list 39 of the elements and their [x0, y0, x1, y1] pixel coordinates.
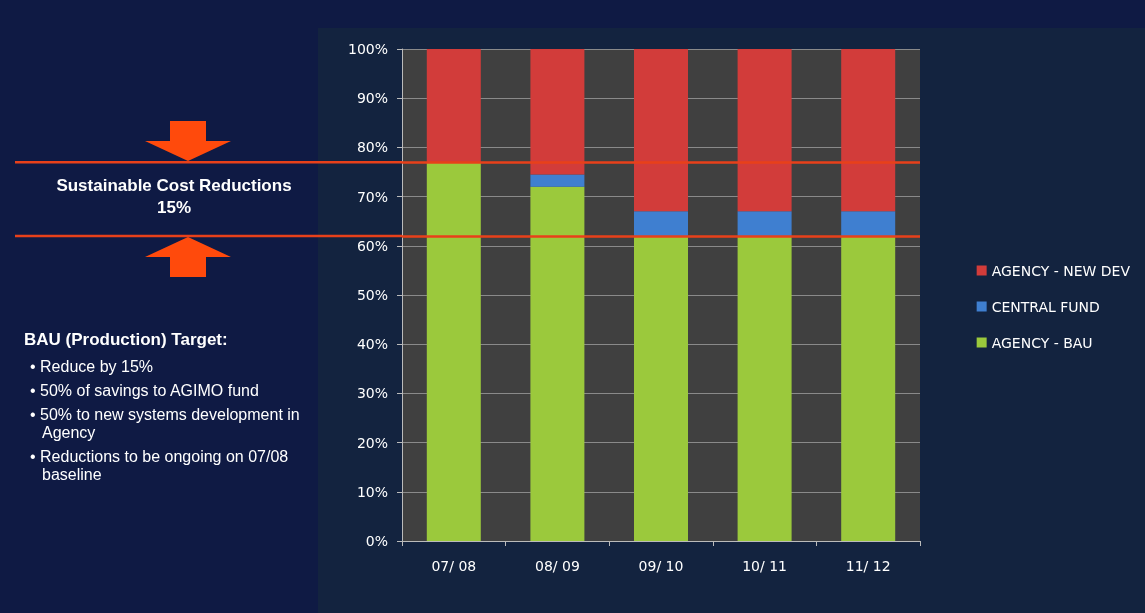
- y-tick-label: 90%: [356, 90, 388, 107]
- text: • 50% to new systems development in Agency: [30, 406, 301, 442]
- y-tick-label: 80%: [356, 139, 388, 156]
- bar: [737, 235, 792, 541]
- bar: [737, 211, 792, 236]
- x-tick-label: 09/ 10: [638, 558, 684, 574]
- bar: [634, 211, 688, 236]
- bar: [634, 49, 688, 212]
- bar: [841, 49, 896, 212]
- y-tick-label: 0%: [365, 533, 388, 549]
- bar: [634, 235, 688, 541]
- y-tick-label: 40%: [356, 336, 388, 353]
- y-tick-label: 100%: [347, 41, 388, 57]
- y-tick-label: 70%: [356, 188, 388, 205]
- x-tick-label: 07/ 08: [431, 558, 477, 574]
- legend-label: CENTRAL FUND: [991, 298, 1100, 315]
- y-tick-label: 10%: [356, 483, 388, 500]
- x-tick-label: 10/ 11: [742, 558, 787, 574]
- bar: [841, 211, 896, 236]
- text: BAU (Production) Target:: [24, 330, 229, 350]
- x-tick-label: 11/ 12: [845, 558, 891, 574]
- text: • 50% of savings to AGIMO fund: [30, 382, 260, 400]
- y-tick-label: 50%: [356, 287, 388, 303]
- legend-label: AGENCY - NEW DEV: [991, 262, 1131, 279]
- bar: [426, 49, 481, 163]
- y-tick-label: 60%: [356, 237, 388, 254]
- y-tick-label: 20%: [356, 434, 388, 451]
- bar: [737, 49, 792, 212]
- bar: [426, 162, 481, 541]
- text: • Reduce by 15%: [30, 358, 154, 376]
- text: • Reductions to be ongoing on 07/08 baseline: [30, 448, 290, 484]
- bar: [841, 235, 896, 541]
- bar: [530, 174, 585, 187]
- legend-label: AGENCY - BAU: [991, 334, 1093, 351]
- bar: [530, 49, 585, 175]
- y-tick-label: 30%: [356, 385, 388, 402]
- x-tick-label: 08/ 09: [535, 558, 580, 574]
- bar: [530, 186, 585, 541]
- text: Sustainable Cost Reductions 15%: [55, 175, 293, 220]
